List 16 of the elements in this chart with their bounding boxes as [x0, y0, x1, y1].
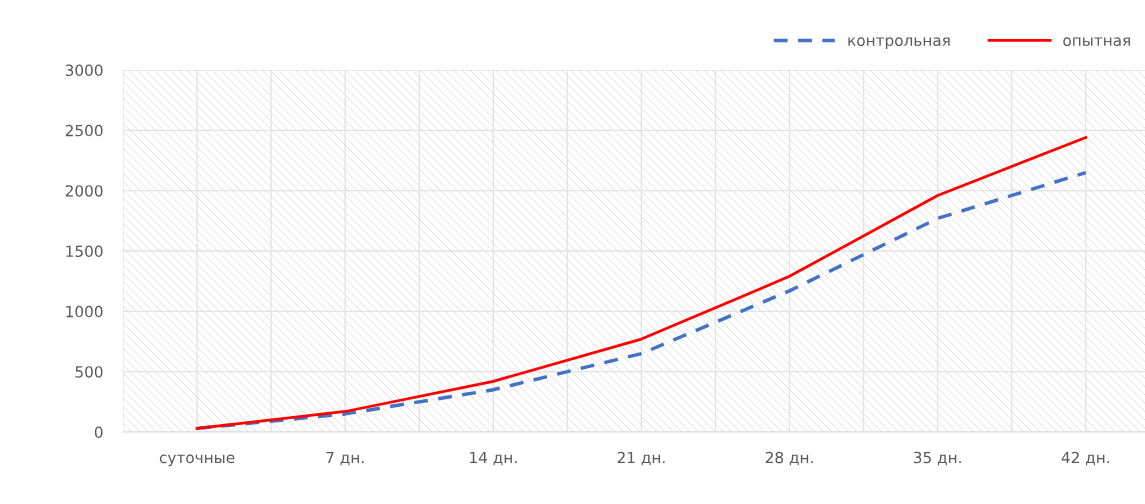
x-tick-label: 28 дн.	[765, 451, 813, 466]
y-tick-label: 2500	[65, 124, 103, 137]
y-tick-label: 1000	[66, 305, 103, 318]
y-tick-label: 500	[75, 366, 103, 378]
x-tick-label: суточные	[159, 454, 235, 467]
legend-label: контрольная	[848, 37, 950, 50]
x-tick-label: 35 дн.	[913, 451, 961, 466]
x-tick-label: 21 дн.	[617, 451, 665, 466]
y-tick-label: 2000	[65, 185, 103, 197]
y-tick-label: 1500	[66, 245, 103, 258]
x-tick-label: 42 дн.	[1061, 451, 1109, 466]
x-tick-label: 14 дн.	[470, 451, 517, 466]
y-tick-label: 0	[94, 426, 103, 439]
x-tick-label: 7 дн.	[326, 451, 364, 466]
legend-label: опытная	[1063, 37, 1130, 47]
y-tick-label: 3000	[65, 64, 103, 77]
